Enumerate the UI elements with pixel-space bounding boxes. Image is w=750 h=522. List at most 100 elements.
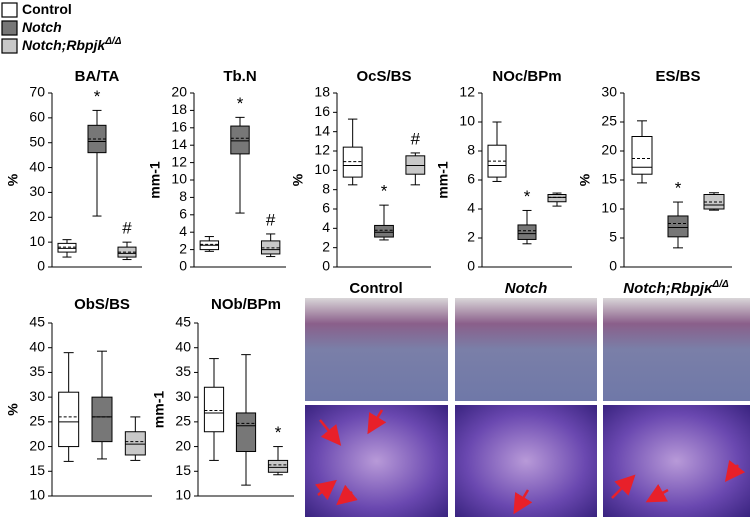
y-tick-label: 4 [179, 223, 187, 239]
y-tick-label: 14 [171, 136, 187, 152]
annotation: * [381, 182, 388, 201]
y-tick-label: 2 [179, 240, 187, 256]
y-axis-label: % [290, 173, 306, 186]
chart-title: ES/BS [655, 68, 700, 85]
legend-label: Notch;RbpjkΔ/Δ [22, 36, 122, 53]
box [631, 136, 653, 175]
y-tick-label: 2 [322, 238, 330, 254]
arrows [315, 409, 746, 515]
legend-text: Notch;Rbpjk [22, 37, 106, 53]
histology-image [455, 405, 597, 517]
annotation: # [411, 129, 421, 148]
y-tick-label: 70 [29, 84, 45, 100]
y-tick-label: 20 [29, 208, 45, 224]
y-tick-label: 6 [467, 171, 475, 187]
legend-text: Notch [22, 19, 62, 35]
y-tick-label: 10 [29, 487, 45, 503]
y-axis-label: mm-1 [151, 391, 167, 429]
annotation: # [266, 210, 276, 229]
y-tick-label: 25 [29, 413, 45, 429]
annotation: * [675, 179, 682, 198]
y-tick-label: 6 [179, 206, 187, 222]
y-tick-label: 12 [314, 142, 330, 158]
y-tick-label: 10 [459, 113, 475, 129]
box [517, 224, 537, 240]
legend-swatch [1, 2, 18, 18]
y-tick-label: 8 [467, 142, 475, 158]
box [267, 459, 289, 473]
histology-image [455, 298, 597, 401]
y-tick-label: 50 [29, 133, 45, 149]
y-tick-label: 15 [29, 462, 45, 478]
y-tick-label: 12 [459, 84, 475, 100]
y-tick-label: 6 [322, 200, 330, 216]
annotation: * [237, 94, 244, 113]
y-tick-label: 45 [175, 314, 191, 330]
box [124, 431, 146, 456]
y-tick-label: 20 [601, 142, 617, 158]
box [91, 396, 113, 443]
y-tick-label: 15 [175, 462, 191, 478]
y-tick-label: 20 [171, 84, 187, 100]
chart-title: BA/TA [75, 68, 120, 85]
annotation: * [94, 87, 101, 106]
legend-label: Notch [22, 19, 62, 35]
y-tick-label: 0 [37, 258, 45, 274]
chart-title: NOc/BPm [492, 68, 561, 85]
y-tick-label: 20 [175, 437, 191, 453]
y-tick-label: 8 [179, 188, 187, 204]
y-tick-label: 20 [29, 437, 45, 453]
box [667, 215, 689, 238]
legend-swatch [1, 38, 18, 54]
image-label-text: Control [349, 280, 402, 297]
box [547, 194, 567, 203]
chart-title: NOb/BPm [211, 296, 281, 313]
y-tick-label: 35 [29, 363, 45, 379]
chart-title: OcS/BS [356, 68, 411, 85]
box [203, 386, 225, 433]
annotation: * [524, 187, 531, 206]
histology-image [603, 405, 750, 517]
box [58, 391, 80, 448]
image-label-sup: Δ/Δ [712, 279, 729, 290]
y-tick-label: 15 [601, 171, 617, 187]
y-tick-label: 40 [29, 338, 45, 354]
y-tick-label: 0 [179, 258, 187, 274]
chart-title: Tb.N [223, 68, 256, 85]
y-axis-label: % [577, 173, 593, 186]
box [235, 412, 257, 453]
y-tick-label: 45 [29, 314, 45, 330]
y-tick-label: 30 [601, 84, 617, 100]
y-tick-label: 10 [601, 200, 617, 216]
y-axis-label: mm-1 [147, 161, 163, 199]
y-tick-label: 4 [467, 200, 475, 216]
image-label-text: Notch [505, 280, 548, 297]
y-tick-label: 16 [314, 103, 330, 119]
y-tick-label: 0 [609, 258, 617, 274]
y-tick-label: 18 [171, 101, 187, 117]
image-label-text: Notch;Rbpjκ [623, 280, 714, 297]
box [57, 242, 77, 253]
y-tick-label: 30 [29, 183, 45, 199]
y-tick-label: 8 [322, 180, 330, 196]
y-tick-label: 10 [175, 487, 191, 503]
y-tick-label: 40 [175, 338, 191, 354]
y-axis-label: mm-1 [435, 161, 451, 199]
y-tick-label: 10 [171, 171, 187, 187]
histology-image [305, 405, 448, 517]
histology-image [305, 298, 448, 401]
y-tick-label: 10 [314, 161, 330, 177]
y-tick-label: 25 [175, 413, 191, 429]
y-tick-label: 35 [175, 363, 191, 379]
histology [305, 298, 750, 517]
box [374, 224, 394, 238]
box [230, 125, 250, 155]
image-label: Control [349, 280, 402, 297]
y-tick-label: 12 [171, 153, 187, 169]
y-tick-label: 10 [29, 233, 45, 249]
legend-swatch [1, 20, 18, 36]
y-tick-label: 2 [467, 229, 475, 245]
image-label: Notch [505, 280, 548, 297]
legend-text: Control [22, 1, 72, 17]
